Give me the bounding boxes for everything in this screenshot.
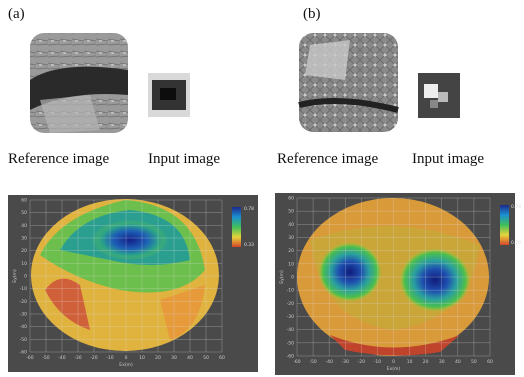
x-tick-label: -10 [374,359,381,365]
y-tick-label: 10 [21,261,27,267]
y-tick-label: 10 [288,261,294,267]
y-tick-label: 40 [21,223,27,229]
y-tick-label: -60 [20,350,27,356]
y-tick-label: -50 [287,340,294,346]
x-tick-label: -20 [358,359,365,365]
x-axis-label: Ex(m) [119,362,133,368]
x-tick-label: 60 [487,359,493,365]
colorbar-label: 0.79 [511,204,521,210]
y-tick-label: 20 [288,248,294,254]
x-tick-label: 20 [155,355,161,361]
colorbar [500,205,509,245]
y-tick-label: 60 [288,196,294,202]
x-tick-label: 60 [219,355,225,361]
x-tick-label: 0 [125,355,128,361]
x-tick-label: 40 [187,355,193,361]
x-tick-label: 40 [455,359,461,365]
figure: (a) (b) Reference image Input image Refe… [0,0,524,377]
y-tick-label: -20 [287,301,294,307]
y-tick-label: -20 [20,299,27,305]
y-tick-label: -50 [20,337,27,343]
reference-image [30,33,128,133]
x-tick-label: -60 [26,355,33,361]
y-tick-label: -60 [287,354,294,360]
colorbar [232,207,241,247]
panel-tag: (a) [8,6,25,22]
y-tick-label: 60 [21,198,27,204]
x-axis-label: Ex(m) [387,366,401,372]
input-image [148,73,190,117]
y-tick-label: 30 [21,236,27,242]
x-tick-label: 50 [203,355,209,361]
x-tick-label: 50 [471,359,477,365]
colorbar-label: 0.78 [244,206,254,212]
y-tick-label: 30 [288,235,294,241]
y-tick-label: 0 [291,275,294,281]
x-tick-label: -50 [309,359,316,365]
x-tick-label: -30 [342,359,349,365]
x-tick-label: 30 [171,355,177,361]
y-tick-label: 50 [21,210,27,216]
caption: Input image [412,151,484,167]
x-tick-label: -40 [325,359,332,365]
colorbar-label: 0.33 [244,242,254,248]
x-tick-label: -20 [90,355,97,361]
y-tick-label: -10 [287,288,294,294]
reference-image [299,33,398,132]
x-tick-label: 10 [139,355,145,361]
y-tick-label: 20 [21,248,27,254]
caption: Reference image [277,151,379,167]
y-tick-label: -40 [287,327,294,333]
x-tick-label: 20 [423,359,429,365]
x-tick-label: 0 [392,359,395,365]
y-axis-label: Ey(m) [279,270,285,284]
y-axis-label: Ey(m) [12,269,18,283]
x-tick-label: 30 [439,359,445,365]
x-tick-label: -50 [42,355,49,361]
x-tick-label: 10 [407,359,413,365]
heatmap [31,199,219,351]
caption: Reference image [8,151,110,167]
y-tick-label: 50 [288,209,294,215]
x-tick-label: -10 [106,355,113,361]
y-tick-label: 0 [24,274,27,280]
input-image [418,73,460,118]
y-tick-label: -40 [20,324,27,330]
caption: Input image [148,151,220,167]
colorbar-label: 0.70 [511,240,521,246]
x-tick-label: -60 [293,359,300,365]
y-tick-label: -30 [20,312,27,318]
y-tick-label: -30 [287,314,294,320]
y-tick-label: 40 [288,222,294,228]
panel-tag: (b) [303,6,321,22]
x-tick-label: -40 [58,355,65,361]
x-tick-label: -30 [74,355,81,361]
y-tick-label: -10 [20,286,27,292]
